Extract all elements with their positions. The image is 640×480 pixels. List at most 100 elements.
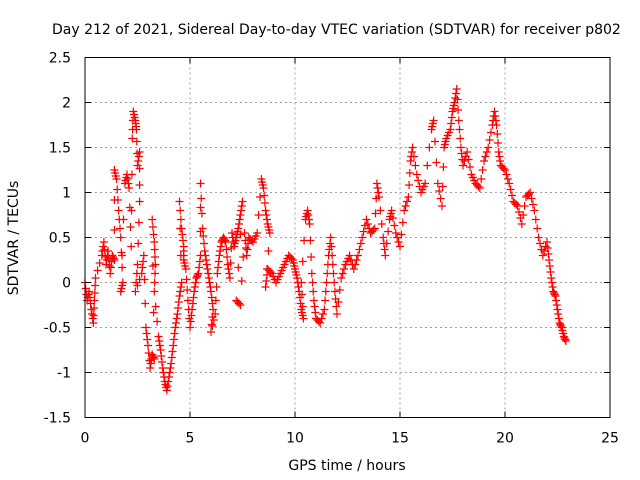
data-point-interp bbox=[310, 302, 319, 311]
data-point-interp bbox=[134, 218, 143, 227]
data-point bbox=[171, 323, 180, 332]
data-point-interp bbox=[204, 269, 213, 278]
data-point-interp bbox=[355, 245, 364, 254]
data-point-interp bbox=[359, 227, 368, 236]
data-point-interp bbox=[432, 158, 441, 167]
data-point-interp bbox=[134, 239, 143, 248]
data-point bbox=[106, 269, 115, 278]
data-point-interp bbox=[556, 320, 565, 329]
data-point-interp bbox=[441, 137, 450, 146]
data-point bbox=[372, 179, 381, 188]
data-point-interp bbox=[109, 254, 118, 263]
data-point bbox=[553, 305, 562, 314]
data-point-interp bbox=[168, 347, 177, 356]
data-point bbox=[333, 310, 341, 318]
data-point-interp bbox=[377, 220, 386, 228]
data-point-interp bbox=[474, 182, 483, 191]
data-point-interp bbox=[298, 311, 307, 320]
data-point-interp bbox=[236, 230, 245, 239]
data-point bbox=[261, 283, 270, 291]
data-point-interp bbox=[274, 272, 283, 281]
data-point bbox=[146, 364, 155, 372]
data-point-interp bbox=[113, 196, 122, 204]
data-point-interp bbox=[117, 284, 126, 293]
data-point-interp bbox=[170, 329, 179, 338]
data-point-interp bbox=[520, 202, 529, 210]
data-point bbox=[186, 323, 194, 332]
data-point bbox=[391, 229, 400, 237]
data-point-interp bbox=[225, 269, 234, 278]
data-point bbox=[200, 247, 209, 255]
data-point-interp bbox=[223, 253, 232, 261]
data-point-interp bbox=[334, 298, 343, 306]
data-point bbox=[133, 260, 142, 269]
data-point-interp bbox=[143, 335, 152, 344]
data-point-interp bbox=[149, 230, 158, 239]
data-point-interp bbox=[242, 244, 250, 252]
data-point-interp bbox=[105, 262, 114, 270]
axis-ticks bbox=[84, 57, 611, 418]
data-point-interp bbox=[200, 239, 208, 248]
data-point bbox=[209, 305, 218, 314]
data-point-interp bbox=[157, 352, 166, 360]
data-point-interp bbox=[414, 176, 423, 185]
data-point bbox=[534, 233, 543, 242]
data-point-interp bbox=[552, 301, 561, 309]
data-point-interp bbox=[123, 175, 132, 183]
data-point bbox=[175, 197, 184, 206]
data-point-interp bbox=[144, 349, 153, 357]
data-point-interp bbox=[531, 215, 540, 224]
data-point-interp bbox=[478, 166, 487, 174]
data-point-interp bbox=[374, 188, 383, 197]
data-point-interp bbox=[290, 262, 299, 270]
x-tick-label: 15 bbox=[391, 431, 409, 447]
data-point bbox=[452, 85, 461, 93]
data-point bbox=[494, 148, 503, 156]
data-point bbox=[530, 206, 539, 215]
data-point bbox=[236, 211, 245, 219]
data-point-interp bbox=[172, 314, 181, 323]
data-point bbox=[492, 121, 501, 129]
data-point-interp bbox=[533, 224, 542, 233]
data-point bbox=[358, 233, 367, 242]
data-point bbox=[207, 287, 215, 296]
data-point-interp bbox=[453, 95, 462, 104]
data-point-interp bbox=[397, 230, 406, 239]
data-point-interp bbox=[457, 149, 466, 158]
data-point-interp bbox=[292, 271, 301, 279]
data-point bbox=[330, 287, 339, 296]
data-point-interp bbox=[130, 113, 139, 122]
data-point bbox=[131, 287, 140, 296]
data-point-interp bbox=[306, 236, 315, 245]
data-point-interp bbox=[428, 119, 437, 128]
data-point-interp bbox=[407, 148, 416, 156]
data-point-interp bbox=[191, 278, 200, 287]
data-point bbox=[412, 170, 421, 179]
data-point-interp bbox=[493, 130, 502, 138]
data-point-interp bbox=[460, 157, 469, 165]
data-point bbox=[169, 341, 178, 350]
data-point-interp bbox=[212, 283, 221, 291]
data-point-interp bbox=[546, 268, 555, 276]
data-point-interp bbox=[149, 308, 158, 317]
data-point-interp bbox=[216, 242, 225, 251]
data-point-interp bbox=[371, 209, 380, 218]
data-point bbox=[322, 278, 331, 287]
data-point-interp bbox=[139, 257, 148, 266]
data-point-interp bbox=[89, 311, 98, 320]
chart-title: Day 212 of 2021, Sidereal Day-to-day VTE… bbox=[52, 22, 621, 38]
data-point bbox=[547, 274, 556, 282]
data-point bbox=[379, 233, 388, 242]
data-point-interp bbox=[262, 211, 271, 219]
data-point bbox=[173, 310, 182, 318]
data-point-interp bbox=[134, 152, 143, 161]
y-tick-label: 2.5 bbox=[49, 51, 71, 67]
data-point-interp bbox=[263, 215, 271, 224]
data-point-interp bbox=[394, 238, 403, 246]
data-point-interp bbox=[287, 254, 296, 263]
data-point bbox=[89, 319, 98, 327]
data-point-interp bbox=[183, 286, 192, 294]
data-point-interp bbox=[135, 181, 144, 189]
data-point-interp bbox=[122, 173, 131, 182]
data-point-interp bbox=[124, 179, 133, 188]
